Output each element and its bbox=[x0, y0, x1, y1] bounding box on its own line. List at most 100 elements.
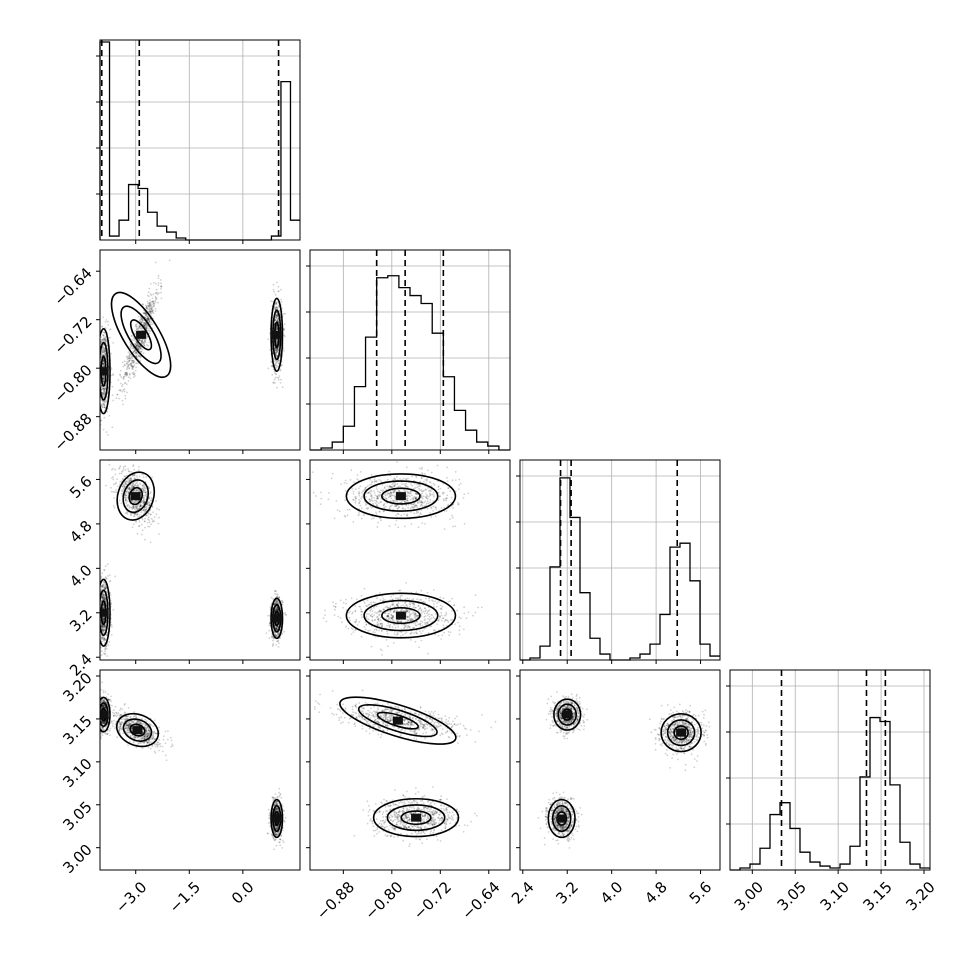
scatter-point bbox=[139, 504, 142, 507]
scatter-point bbox=[116, 393, 119, 396]
scatter-point bbox=[265, 632, 268, 634]
scatter-point bbox=[370, 495, 373, 498]
scatter-point bbox=[410, 490, 412, 492]
scatter-point bbox=[141, 318, 144, 320]
scatter-point bbox=[102, 316, 105, 319]
scatter-point bbox=[103, 585, 106, 588]
scatter-point bbox=[140, 533, 143, 536]
scatter-point bbox=[142, 501, 145, 504]
scatter-point bbox=[100, 384, 103, 387]
scatter-point bbox=[370, 473, 373, 476]
scatter-point bbox=[111, 385, 114, 388]
scatter-point bbox=[139, 318, 141, 321]
scatter-point bbox=[397, 489, 400, 492]
scatter-point bbox=[125, 368, 128, 371]
scatter-point bbox=[148, 487, 151, 489]
scatter-point bbox=[370, 495, 372, 497]
scatter-point bbox=[139, 346, 142, 349]
scatter-point bbox=[277, 640, 280, 642]
scatter-point bbox=[124, 372, 127, 374]
scatter-point bbox=[136, 500, 138, 503]
scatter-point bbox=[141, 303, 144, 305]
scatter-point bbox=[107, 324, 110, 326]
scatter-point bbox=[280, 298, 283, 301]
scatter-point bbox=[363, 514, 365, 517]
scatter-point bbox=[148, 332, 151, 335]
scatter-point bbox=[144, 538, 146, 541]
scatter-point bbox=[373, 497, 376, 499]
scatter-point bbox=[142, 496, 145, 498]
scatter-point bbox=[103, 404, 106, 407]
scatter-point bbox=[125, 373, 128, 376]
panel-frame bbox=[729, 669, 931, 871]
scatter-point bbox=[150, 310, 153, 313]
scatter-point bbox=[397, 485, 400, 488]
scatter-point bbox=[136, 477, 139, 480]
scatter-point bbox=[145, 508, 148, 511]
scatter-point bbox=[149, 311, 152, 314]
scatter-point bbox=[98, 603, 100, 605]
scatter-point bbox=[410, 503, 413, 505]
scatter-point bbox=[112, 373, 115, 376]
scatter-point bbox=[270, 596, 273, 599]
scatter-point bbox=[405, 466, 408, 469]
scatter-point bbox=[277, 378, 280, 381]
scatter-point bbox=[401, 507, 404, 509]
scatter-point bbox=[140, 316, 143, 319]
scatter-point bbox=[95, 618, 97, 620]
scatter-point bbox=[149, 299, 151, 302]
scatter-point bbox=[160, 297, 163, 300]
scatter-point bbox=[420, 468, 423, 470]
scatter-point bbox=[359, 500, 361, 503]
scatter-point bbox=[144, 506, 146, 509]
scatter-point bbox=[134, 325, 137, 328]
scatter-point bbox=[102, 362, 105, 365]
scatter-point bbox=[126, 358, 129, 361]
scatter-point bbox=[282, 347, 285, 350]
scatter-point bbox=[132, 485, 135, 487]
pair-panel-2-1 bbox=[309, 459, 511, 661]
scatter-point bbox=[284, 613, 287, 616]
scatter-point bbox=[97, 384, 99, 386]
scatter-point bbox=[121, 470, 123, 473]
histogram-bars bbox=[99, 41, 300, 241]
scatter-point bbox=[330, 477, 333, 480]
scatter-point bbox=[370, 518, 373, 520]
scatter-point bbox=[142, 499, 145, 502]
scatter-point bbox=[133, 351, 136, 353]
scatter-point bbox=[103, 629, 106, 631]
scatter-point bbox=[451, 479, 454, 482]
scatter-point bbox=[136, 532, 139, 535]
scatter-point bbox=[135, 328, 138, 330]
scatter-point bbox=[105, 484, 107, 487]
scatter-point bbox=[273, 290, 275, 293]
scatter-point bbox=[135, 366, 138, 369]
scatter-point bbox=[374, 480, 376, 482]
scatter-point bbox=[126, 372, 129, 375]
scatter-point bbox=[366, 508, 369, 510]
scatter-point bbox=[102, 358, 105, 361]
scatter-point bbox=[160, 291, 163, 294]
scatter-point bbox=[97, 592, 99, 594]
scatter-point bbox=[129, 479, 132, 482]
scatter-point bbox=[101, 585, 104, 588]
scatter-point bbox=[122, 377, 125, 380]
scatter-point bbox=[98, 380, 100, 382]
scatter-point bbox=[274, 376, 277, 379]
scatter-point bbox=[106, 395, 108, 398]
scatter-point bbox=[129, 343, 132, 345]
scatter-point bbox=[148, 306, 151, 309]
scatter-point bbox=[363, 489, 366, 491]
scatter-point bbox=[275, 644, 278, 646]
scatter-point bbox=[102, 350, 104, 353]
scatter-point bbox=[132, 346, 135, 349]
scatter-point bbox=[120, 376, 123, 378]
scatter-point bbox=[277, 348, 279, 351]
scatter-point bbox=[128, 487, 131, 490]
scatter-point bbox=[393, 484, 396, 487]
scatter-point bbox=[149, 492, 152, 495]
scatter-point bbox=[276, 635, 279, 637]
scatter-point bbox=[393, 505, 396, 508]
scatter-point bbox=[94, 599, 96, 601]
scatter-point bbox=[137, 329, 139, 331]
